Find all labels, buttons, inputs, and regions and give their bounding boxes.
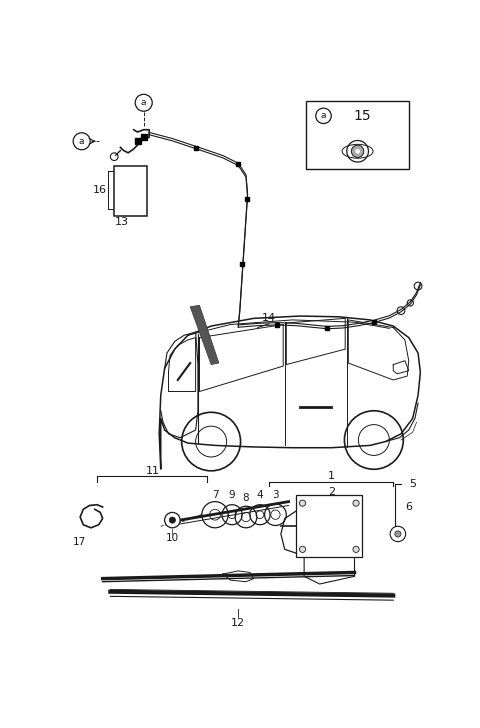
Text: 6: 6 [405,502,412,512]
Text: 8: 8 [243,493,249,503]
Text: 15: 15 [353,109,371,123]
FancyBboxPatch shape [296,496,362,557]
Circle shape [300,500,306,506]
Text: a: a [141,98,146,107]
Text: 16: 16 [93,185,108,195]
Circle shape [169,517,176,523]
Text: 7: 7 [212,491,218,500]
Circle shape [347,141,369,162]
Text: 17: 17 [73,537,86,547]
Text: 12: 12 [231,617,245,628]
FancyBboxPatch shape [114,166,147,216]
Text: 3: 3 [272,491,279,500]
Text: 11: 11 [146,466,160,476]
Text: 1: 1 [328,471,335,481]
Text: 5: 5 [409,479,416,489]
Circle shape [353,500,359,506]
Circle shape [390,526,406,542]
Circle shape [395,531,401,537]
Text: a: a [321,111,326,120]
Text: 2: 2 [328,486,335,496]
Circle shape [165,513,180,528]
Circle shape [355,149,360,154]
Circle shape [300,546,306,553]
Text: 13: 13 [115,217,129,227]
Polygon shape [190,305,219,365]
Text: a: a [79,137,84,146]
FancyBboxPatch shape [306,101,409,169]
Circle shape [353,546,359,553]
Text: 14: 14 [262,313,276,323]
Circle shape [351,145,364,157]
Text: 10: 10 [166,533,179,543]
Text: 9: 9 [229,491,235,500]
Text: 4: 4 [257,491,263,500]
